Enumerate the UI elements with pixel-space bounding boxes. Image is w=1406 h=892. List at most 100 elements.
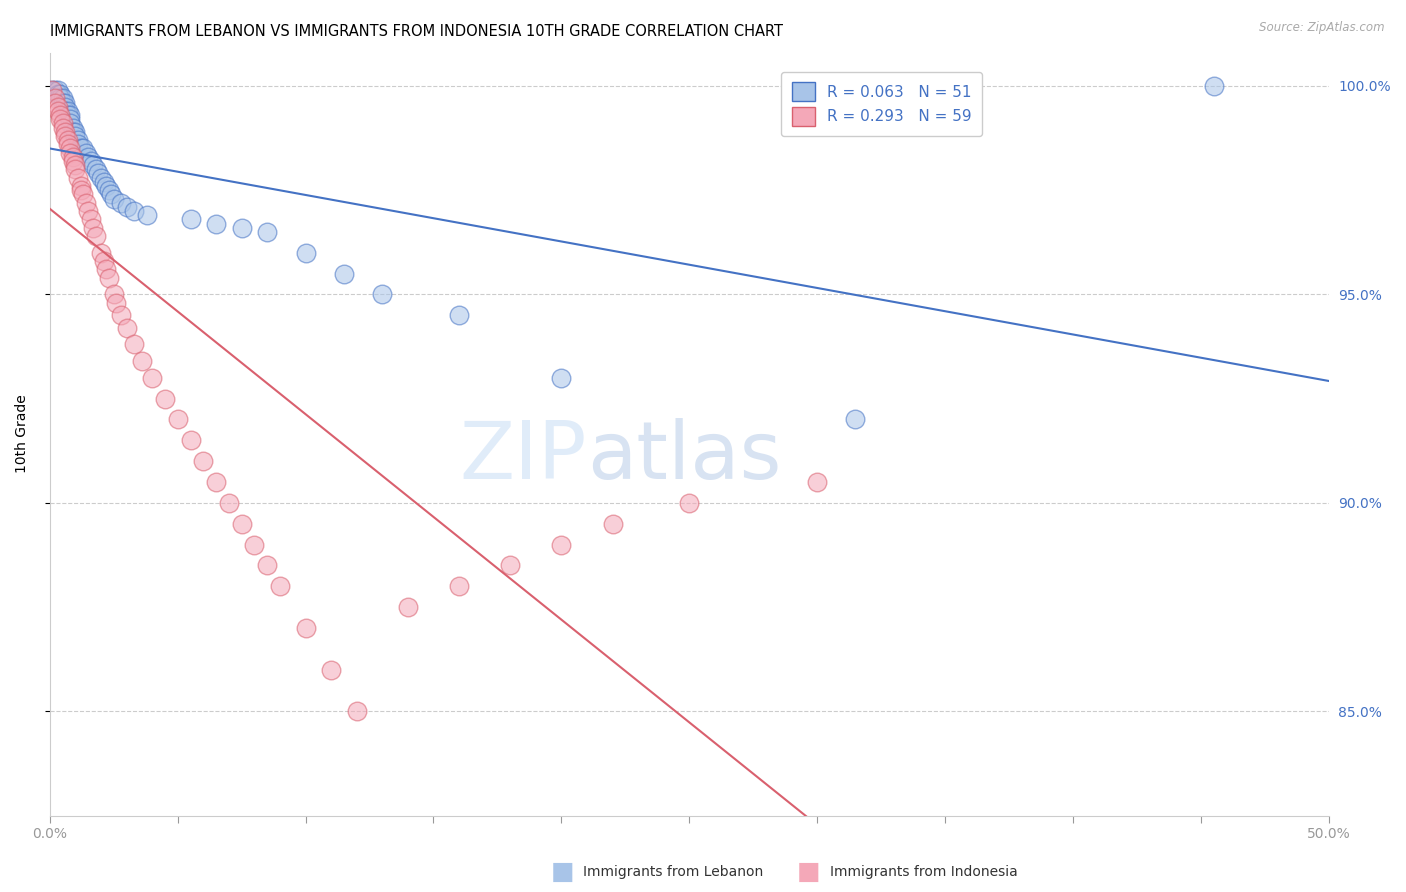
Point [49, 112, 72, 127]
Point [84, 229, 107, 244]
Point [69, 183, 91, 197]
Point [49, 87, 72, 102]
Point [46, 100, 69, 114]
Point [110, 195, 132, 210]
Point [66, 133, 89, 147]
Point [66, 170, 89, 185]
Point [97, 270, 120, 285]
Point [179, 434, 201, 448]
Point [65, 162, 87, 177]
Text: ■: ■ [551, 861, 574, 884]
Point [44, 95, 66, 110]
Point [52, 91, 75, 105]
Point [205, 217, 228, 231]
Point [62, 153, 84, 168]
Point [44, 83, 66, 97]
Point [844, 412, 866, 426]
Point [59, 108, 82, 122]
Point [136, 208, 159, 222]
Point [256, 558, 278, 573]
Point [256, 225, 278, 239]
Point [90, 245, 112, 260]
Text: Immigrants from Lebanon: Immigrants from Lebanon [583, 865, 763, 880]
Point [499, 558, 522, 573]
Point [82, 158, 104, 172]
Point [97, 183, 120, 197]
Point [153, 392, 176, 406]
Point [84, 162, 107, 177]
Point [69, 141, 91, 155]
Point [115, 200, 138, 214]
Point [550, 371, 572, 385]
Point [72, 187, 94, 202]
Point [678, 496, 700, 510]
Point [105, 295, 128, 310]
Point [94, 262, 117, 277]
Point [218, 496, 240, 510]
Point [65, 158, 87, 172]
Point [90, 170, 112, 185]
Point [53, 103, 76, 118]
Point [103, 287, 125, 301]
Point [59, 141, 82, 155]
Point [59, 112, 82, 127]
Point [550, 537, 572, 551]
Point [77, 150, 100, 164]
Point [62, 125, 84, 139]
Point [65, 125, 87, 139]
Point [52, 116, 75, 130]
Point [65, 128, 87, 143]
Point [110, 308, 132, 322]
Y-axis label: 10th Grade: 10th Grade [15, 394, 30, 474]
Point [80, 153, 103, 168]
Point [122, 204, 145, 219]
Point [243, 537, 266, 551]
Point [93, 175, 115, 189]
Point [56, 133, 79, 147]
Point [87, 166, 110, 180]
Point [53, 95, 76, 110]
Text: IMMIGRANTS FROM LEBANON VS IMMIGRANTS FROM INDONESIA 10TH GRADE CORRELATION CHAR: IMMIGRANTS FROM LEBANON VS IMMIGRANTS FR… [49, 24, 783, 39]
Point [66, 137, 89, 152]
Point [333, 267, 356, 281]
Point [166, 412, 188, 426]
Point [447, 579, 470, 593]
Point [396, 600, 419, 615]
Point [231, 516, 253, 531]
Point [602, 516, 624, 531]
Text: Source: ZipAtlas.com: Source: ZipAtlas.com [1260, 21, 1385, 35]
Point [41, 83, 63, 97]
Point [56, 103, 79, 118]
Point [321, 663, 343, 677]
Point [62, 120, 84, 135]
Point [205, 475, 228, 489]
Point [46, 87, 69, 102]
Point [59, 145, 82, 160]
Text: ■: ■ [797, 861, 820, 884]
Point [46, 83, 69, 97]
Point [59, 116, 82, 130]
Point [179, 212, 201, 227]
Legend: R = 0.063   N = 51, R = 0.293   N = 59: R = 0.063 N = 51, R = 0.293 N = 59 [780, 71, 983, 136]
Point [49, 91, 72, 105]
Point [75, 195, 97, 210]
Text: atlas: atlas [586, 418, 782, 496]
Point [53, 128, 76, 143]
Point [80, 212, 103, 227]
Point [122, 337, 145, 351]
Point [77, 204, 100, 219]
Point [52, 120, 75, 135]
Point [56, 108, 79, 122]
Point [53, 100, 76, 114]
Point [62, 150, 84, 164]
Point [41, 83, 63, 97]
Point [1202, 78, 1225, 93]
Point [806, 475, 828, 489]
Point [131, 354, 153, 368]
Point [447, 308, 470, 322]
Text: Immigrants from Indonesia: Immigrants from Indonesia [830, 865, 1018, 880]
Point [100, 187, 122, 202]
Point [294, 621, 316, 635]
Point [93, 254, 115, 268]
Point [371, 287, 394, 301]
